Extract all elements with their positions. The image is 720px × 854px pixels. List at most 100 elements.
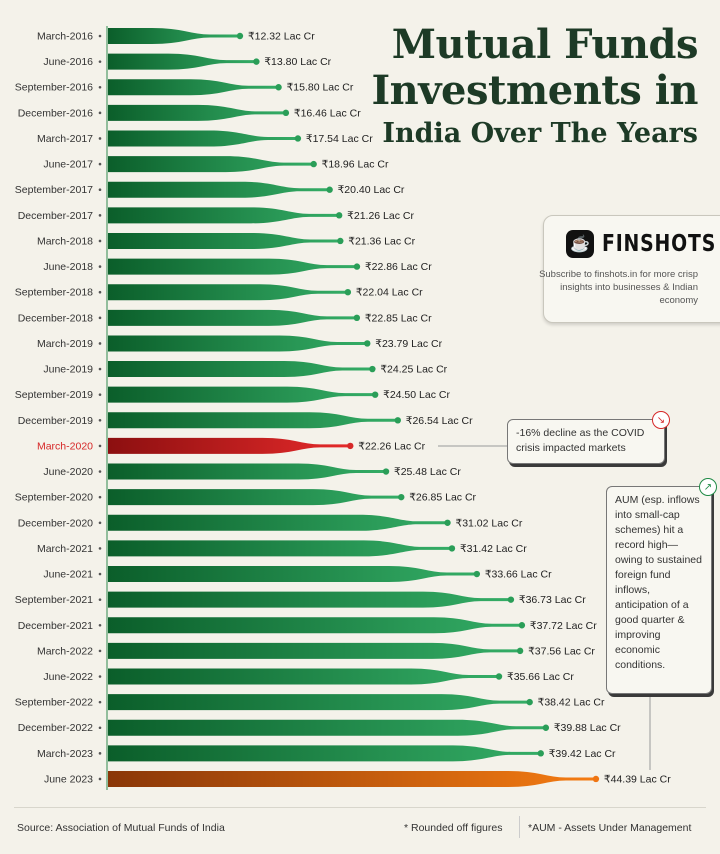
bar-end-dot — [507, 596, 515, 603]
value-label: ₹35.66 Lac Cr — [507, 671, 574, 683]
bar-march-2016 — [108, 28, 240, 44]
category-label: December-2020 — [18, 517, 93, 529]
tick-dot — [98, 265, 102, 268]
category-label: March-2019 — [37, 338, 93, 350]
bar-june-2021 — [108, 566, 477, 583]
tick-dot — [98, 85, 102, 89]
value-label: ₹39.88 Lac Cr — [554, 722, 621, 734]
bar-end-dot — [473, 570, 481, 578]
category-label: March-2022 — [37, 645, 93, 657]
tick-dot — [98, 700, 102, 704]
bar-end-dot — [353, 263, 361, 270]
value-label: ₹15.80 Lac Cr — [287, 82, 354, 94]
category-label: March-2018 — [37, 235, 93, 247]
tick-dot — [98, 572, 102, 576]
tick-dot — [98, 393, 102, 396]
value-label: ₹31.42 Lac Cr — [460, 543, 527, 555]
category-label: June-2020 — [43, 466, 93, 478]
title-line-3: India Over The Years — [382, 118, 698, 149]
bar-end-dot — [344, 289, 352, 296]
bar-december-2017 — [108, 207, 340, 224]
bar-september-2021 — [108, 591, 511, 608]
aum-definition: *AUM - Assets Under Management — [528, 822, 692, 834]
tick-dot — [98, 290, 102, 294]
category-label: June 2023 — [44, 773, 93, 785]
bar-june-2016 — [108, 53, 257, 70]
tick-dot — [98, 521, 102, 525]
category-label: September-2016 — [15, 82, 93, 94]
value-label: ₹22.85 Lac Cr — [365, 312, 432, 324]
bar-march-2018 — [108, 232, 341, 249]
bar-end-dot — [282, 109, 290, 117]
tick-dot — [98, 495, 102, 499]
tick-dot — [98, 675, 102, 678]
value-label: ₹24.25 Lac Cr — [380, 364, 447, 376]
bar-march-2020 — [108, 437, 351, 454]
bar-end-dot — [516, 647, 524, 655]
title-line-2: Investments in — [371, 67, 698, 114]
finshots-logo: ☕ FINSHOTS — [566, 230, 720, 258]
value-label: ₹26.85 Lac Cr — [409, 492, 476, 504]
bar-end-dot — [310, 160, 317, 168]
category-label: March-2016 — [37, 31, 93, 43]
category-label: December-2019 — [18, 415, 93, 427]
category-label: December-2018 — [18, 312, 93, 324]
tick-dot — [98, 367, 102, 371]
bar-september-2018 — [108, 284, 348, 301]
value-label: ₹12.32 Lac Cr — [248, 31, 315, 43]
tick-dot — [98, 623, 102, 627]
bar-december-2022 — [108, 719, 546, 736]
bar-june-2020 — [108, 463, 387, 480]
category-label: June-2019 — [43, 364, 93, 376]
bar-june-2023 — [108, 770, 596, 787]
footer-divider — [14, 807, 706, 808]
bar-end-dot — [236, 32, 244, 40]
bar-march-2023 — [108, 745, 541, 762]
bar-end-dot — [444, 519, 451, 526]
tick-dot — [98, 214, 102, 217]
bar-december-2016 — [108, 104, 286, 121]
bar-end-dot — [347, 442, 354, 450]
bar-end-dot — [382, 468, 390, 475]
value-label: ₹13.80 Lac Cr — [264, 56, 331, 68]
value-label: ₹37.72 Lac Cr — [530, 620, 597, 632]
value-label: ₹18.96 Lac Cr — [322, 159, 389, 171]
category-label: September-2019 — [15, 389, 93, 401]
value-label: ₹26.54 Lac Cr — [406, 415, 473, 427]
bar-december-2019 — [108, 412, 398, 429]
rounded-note: * Rounded off figures — [404, 822, 503, 834]
aum-callout-text: AUM (esp. inflows into small-cap schemes… — [615, 494, 702, 671]
bar-september-2017 — [108, 181, 330, 198]
covid-callout: -16% decline as the COVID crisis impacte… — [507, 411, 670, 464]
chart-title: Mutual Funds Investments in India Over T… — [371, 22, 698, 152]
brand-name: FINSHOTS — [602, 231, 717, 257]
tick-dot — [98, 162, 102, 166]
bar-end-dot — [398, 493, 405, 501]
bar-september-2016 — [108, 79, 279, 96]
tick-dot — [98, 419, 102, 422]
value-label: ₹23.79 Lac Cr — [375, 338, 442, 350]
category-label: September-2018 — [15, 287, 93, 299]
bar-end-dot — [364, 340, 371, 347]
category-label: December-2021 — [18, 620, 93, 632]
bar-december-2018 — [108, 309, 357, 326]
category-label: June-2018 — [43, 261, 93, 273]
value-label: ₹21.26 Lac Cr — [347, 210, 414, 222]
category-label: December-2022 — [18, 722, 93, 734]
value-label: ₹20.40 Lac Cr — [338, 184, 405, 196]
value-label: ₹36.73 Lac Cr — [519, 594, 586, 606]
bar-march-2019 — [108, 335, 368, 352]
tick-dot — [98, 34, 102, 38]
tick-dot — [98, 547, 102, 550]
tick-dot — [98, 777, 102, 781]
value-label: ₹22.26 Lac Cr — [358, 440, 425, 452]
bar-june-2018 — [108, 258, 357, 275]
value-label: ₹16.46 Lac Cr — [294, 107, 361, 119]
tick-dot — [98, 649, 102, 653]
bar-end-dot — [537, 750, 544, 757]
category-label: March-2023 — [37, 748, 93, 760]
category-label: September-2022 — [15, 697, 93, 709]
bar-end-dot — [394, 417, 401, 424]
bar-end-dot — [495, 673, 503, 680]
